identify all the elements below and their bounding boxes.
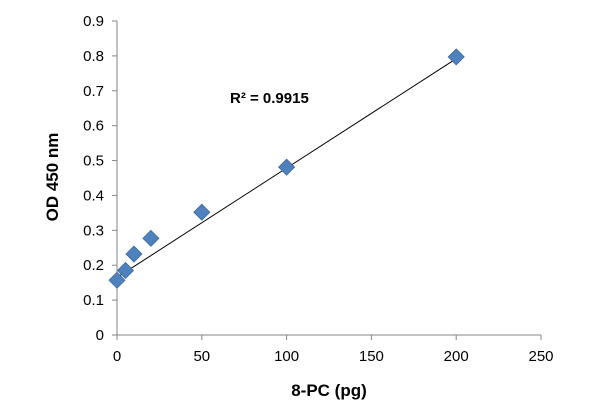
- y-tick-label: 0.5: [83, 153, 104, 170]
- x-tick-label: 200: [444, 348, 469, 365]
- data-point: [278, 158, 296, 176]
- x-axis: 0 50 100 150 200 250: [113, 334, 554, 365]
- data-point: [108, 271, 126, 289]
- y-axis-title: OD 450 nm: [43, 133, 62, 222]
- y-tick-label: 0.3: [83, 222, 104, 239]
- data-point: [142, 229, 160, 247]
- x-tick-label: 50: [193, 348, 210, 365]
- data-point: [447, 48, 465, 66]
- data-point: [116, 261, 135, 280]
- x-tick-label: 100: [274, 348, 299, 365]
- y-tick-label: 0.6: [83, 118, 104, 135]
- y-tick-label: 0.2: [83, 257, 104, 274]
- x-tick-label: 250: [528, 348, 553, 365]
- y-tick-label: 0.9: [83, 13, 104, 30]
- y-tick-label: 0: [96, 327, 104, 344]
- y-tick-label: 0.1: [83, 292, 104, 309]
- y-tick-label: 0.7: [83, 83, 104, 100]
- y-tick-label: 0.8: [83, 48, 104, 65]
- r-squared-annotation: R² = 0.9915: [230, 90, 309, 107]
- data-points: [108, 48, 465, 289]
- x-tick-label: 150: [359, 348, 384, 365]
- x-tick-label: 0: [113, 348, 121, 365]
- data-point: [125, 245, 143, 263]
- y-tick-label: 0.4: [83, 187, 104, 204]
- x-axis-title: 8-PC (pg): [291, 381, 367, 400]
- y-axis: 0 0.1 0.2 0.3 0.4 0.5 0.6 0.7 0.8 0.9: [83, 13, 118, 344]
- data-point: [193, 203, 211, 221]
